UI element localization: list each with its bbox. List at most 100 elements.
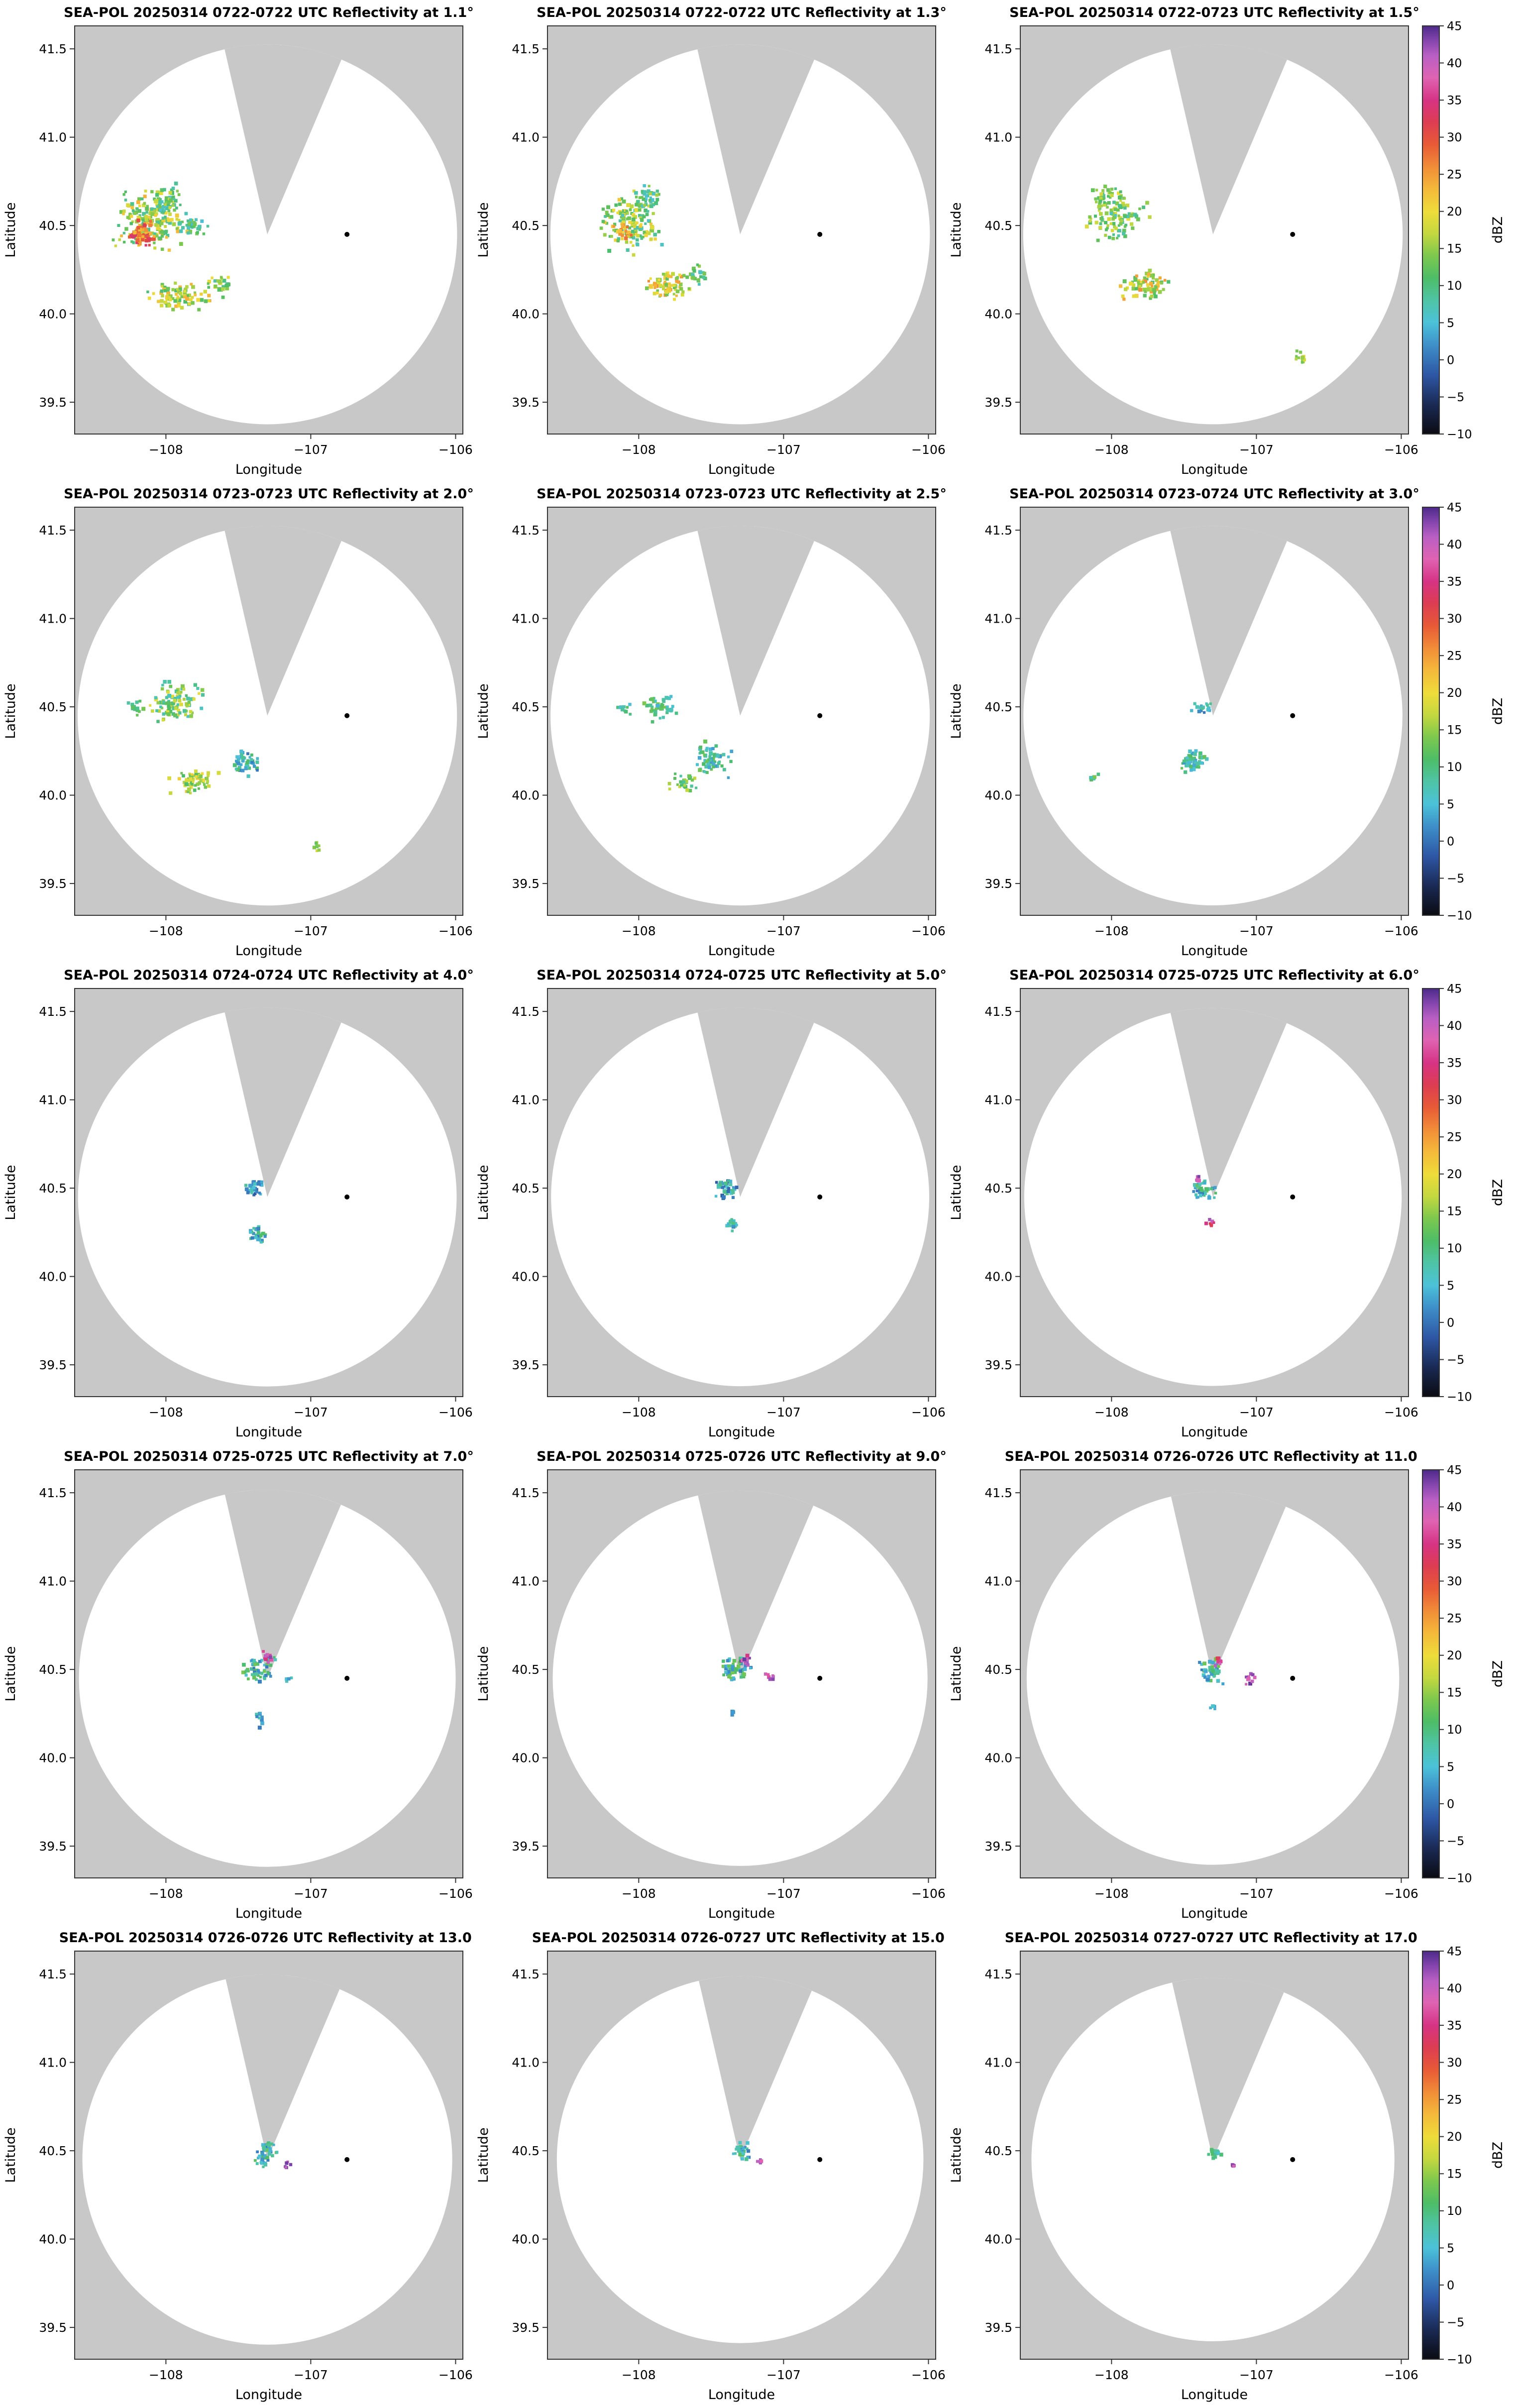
colorbar-tick-label: 40 [1447,1500,1462,1514]
echo-pixel [163,219,167,222]
echo-pixel [195,772,198,775]
echo-pixel [643,204,646,207]
echo-pixel [265,2148,269,2152]
echo-pixel [1198,1194,1202,1198]
echo-pixel [1088,215,1091,219]
echo-pixel [1211,1660,1215,1665]
echo-pixel [732,1219,736,1223]
echo-pixel [159,291,163,295]
echo-pixel [126,216,130,219]
echo-pixel [244,766,247,770]
colorbar-gradient [1422,1951,1439,2359]
echo-pixel [263,2163,268,2167]
echo-pixel [647,204,650,208]
echo-pixel [128,213,131,216]
echo-pixel [130,206,134,210]
echo-pixel [1205,702,1208,705]
x-tick-label: −107 [294,1886,328,1901]
echo-pixel [1210,1672,1213,1676]
echo-pixel [214,284,217,288]
echo-pixel [724,1664,727,1668]
blocked-sector-wedge [697,44,815,234]
echo-pixel [599,226,603,230]
x-axis-label: Longitude [235,943,302,959]
echo-pixel [163,680,167,684]
echo-pixel [634,191,638,195]
echo-pixel [251,1663,255,1666]
echo-pixel [253,1182,257,1186]
echo-pixel [1204,1187,1208,1191]
echo-pixel [744,1664,748,1667]
echo-pixel [1122,228,1126,233]
echo-pixel [148,231,152,235]
echo-pixel [1181,766,1184,769]
echo-pixel [191,711,194,714]
echo-pixel [1136,217,1140,221]
echo-pixel [683,785,688,789]
echo-pixel [289,2163,293,2167]
echo-pixel [144,244,147,247]
radar-scan-area [551,1007,929,1387]
echo-pixel [625,210,628,213]
echo-pixel [647,231,651,235]
echo-pixel [631,223,634,226]
y-tick-label: 41.5 [984,523,1012,538]
echo-pixel [166,233,170,237]
echo-pixel [259,1239,262,1242]
echo-pixel [1104,220,1107,224]
echo-pixel [705,760,709,764]
echo-pixel [164,216,167,219]
echo-pixel [1199,1187,1203,1191]
echo-pixel [1193,762,1196,766]
echo-pixel [248,1184,252,1188]
echo-pixel [160,687,164,691]
echo-pixel [266,2159,270,2162]
colorbar-gradient [1422,507,1439,915]
echo-pixel [1133,276,1137,280]
echo-pixel [616,212,619,215]
echo-pixel [1123,234,1127,238]
echo-pixel [1216,1679,1220,1683]
echo-pixel [267,2152,272,2156]
echo-pixel [748,1656,751,1659]
y-tick-label: 41.0 [39,611,67,626]
echo-pixel [1189,765,1193,768]
y-axis-label: Latitude [476,2127,491,2183]
echo-pixel [688,789,692,793]
echo-pixel [622,209,626,213]
echo-pixel [150,212,154,216]
y-tick-label: 39.5 [39,1358,67,1372]
echo-pixel [1106,206,1109,209]
echo-pixel [1189,757,1192,761]
echo-pixel [164,701,168,705]
echo-pixel [698,768,702,772]
echo-pixel [178,285,182,289]
echo-pixel [1208,1666,1212,1669]
y-tick-label: 40.5 [512,1181,540,1196]
echo-pixel [719,1181,722,1184]
radar-scan-area [77,526,457,906]
echo-pixel [120,234,123,237]
colorbar-tick-label: 30 [1447,130,1462,144]
echo-pixel [655,189,659,193]
echo-pixel [1099,200,1102,203]
echo-pixel [180,687,183,691]
echo-pixel [1217,1664,1220,1668]
echo-pixel [164,199,169,203]
echo-pixel [317,848,321,852]
echo-pixel [1089,217,1092,220]
echo-pixel [167,776,171,780]
echo-pixel [685,275,689,279]
colorbar-tick-label: 20 [1447,1167,1462,1181]
echo-pixel [239,755,243,759]
echo-pixel [162,712,166,716]
echo-pixel [681,290,685,294]
echo-pixel [724,1181,728,1186]
echo-pixel [649,196,652,199]
echo-pixel [167,704,171,708]
echo-pixel [697,756,702,760]
echo-pixel [252,765,256,768]
panel-title: SEA-POL 20250314 0724-0724 UTC Reflectiv… [64,968,473,983]
echo-pixel [166,690,170,694]
echo-pixel [157,300,160,303]
